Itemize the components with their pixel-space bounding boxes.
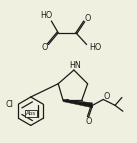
Text: HN: HN xyxy=(69,61,81,70)
Text: O: O xyxy=(85,118,92,127)
Text: HO: HO xyxy=(90,43,102,52)
Text: Cl: Cl xyxy=(6,100,14,109)
Polygon shape xyxy=(63,99,92,108)
Text: HO: HO xyxy=(40,11,53,20)
Text: O: O xyxy=(41,43,48,52)
Text: Abs: Abs xyxy=(26,111,36,116)
Text: O: O xyxy=(84,14,91,23)
Text: O: O xyxy=(103,92,109,101)
